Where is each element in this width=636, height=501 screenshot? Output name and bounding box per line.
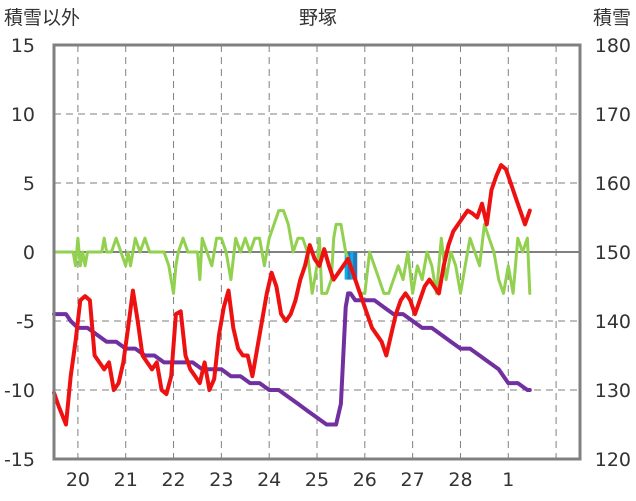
y-tick-right-label: 120: [595, 449, 631, 471]
y-tick-left-label: 0: [23, 242, 35, 264]
y-tick-right-label: 150: [595, 242, 631, 264]
x-axis-ticks: 20 21 22 23 24 25 26 27 28 1: [66, 469, 515, 491]
y-tick-right-label: 170: [595, 104, 631, 126]
series-line-red: [52, 163, 532, 427]
x-tick-label: 22: [161, 469, 185, 491]
x-tick-label: 25: [305, 469, 329, 491]
x-tick-label: 21: [114, 469, 138, 491]
y-axis-right-ticks: 180 170 160 150 140 130 120: [595, 35, 631, 471]
y-tick-left-label: 10: [11, 104, 35, 126]
y-axis-left-title: 積雪以外: [4, 7, 80, 29]
y-axis-left-ticks: 15 10 5 0 -5 -10 -15: [4, 35, 35, 471]
y-tick-right-label: 160: [595, 173, 631, 195]
y-tick-left-label: -15: [4, 449, 35, 471]
y-tick-right-label: 130: [595, 380, 631, 402]
x-tick-label: 20: [66, 469, 90, 491]
y-tick-left-label: 15: [11, 35, 35, 57]
precip-bar: [344, 252, 349, 280]
x-tick-label: 24: [257, 469, 281, 491]
chart-title: 野塚: [299, 7, 337, 29]
y-tick-left-label: 5: [23, 173, 35, 195]
x-tick-label: 26: [353, 469, 377, 491]
plot-frame: [52, 43, 582, 461]
precip-bar: [353, 252, 358, 280]
series-line-green: [52, 209, 532, 295]
y-tick-right-label: 140: [595, 311, 631, 333]
series-layer: [52, 163, 532, 427]
x-tick-label: 27: [401, 469, 425, 491]
y-axis-right-title: 積雪: [593, 7, 631, 29]
y-tick-right-label: 180: [595, 35, 631, 57]
x-tick-label: 23: [209, 469, 233, 491]
y-tick-left-label: -5: [16, 311, 35, 333]
x-tick-label: 1: [502, 469, 514, 491]
y-tick-left-label: -10: [4, 380, 35, 402]
series-line-purple: [52, 291, 532, 427]
x-tick-label: 28: [448, 469, 472, 491]
